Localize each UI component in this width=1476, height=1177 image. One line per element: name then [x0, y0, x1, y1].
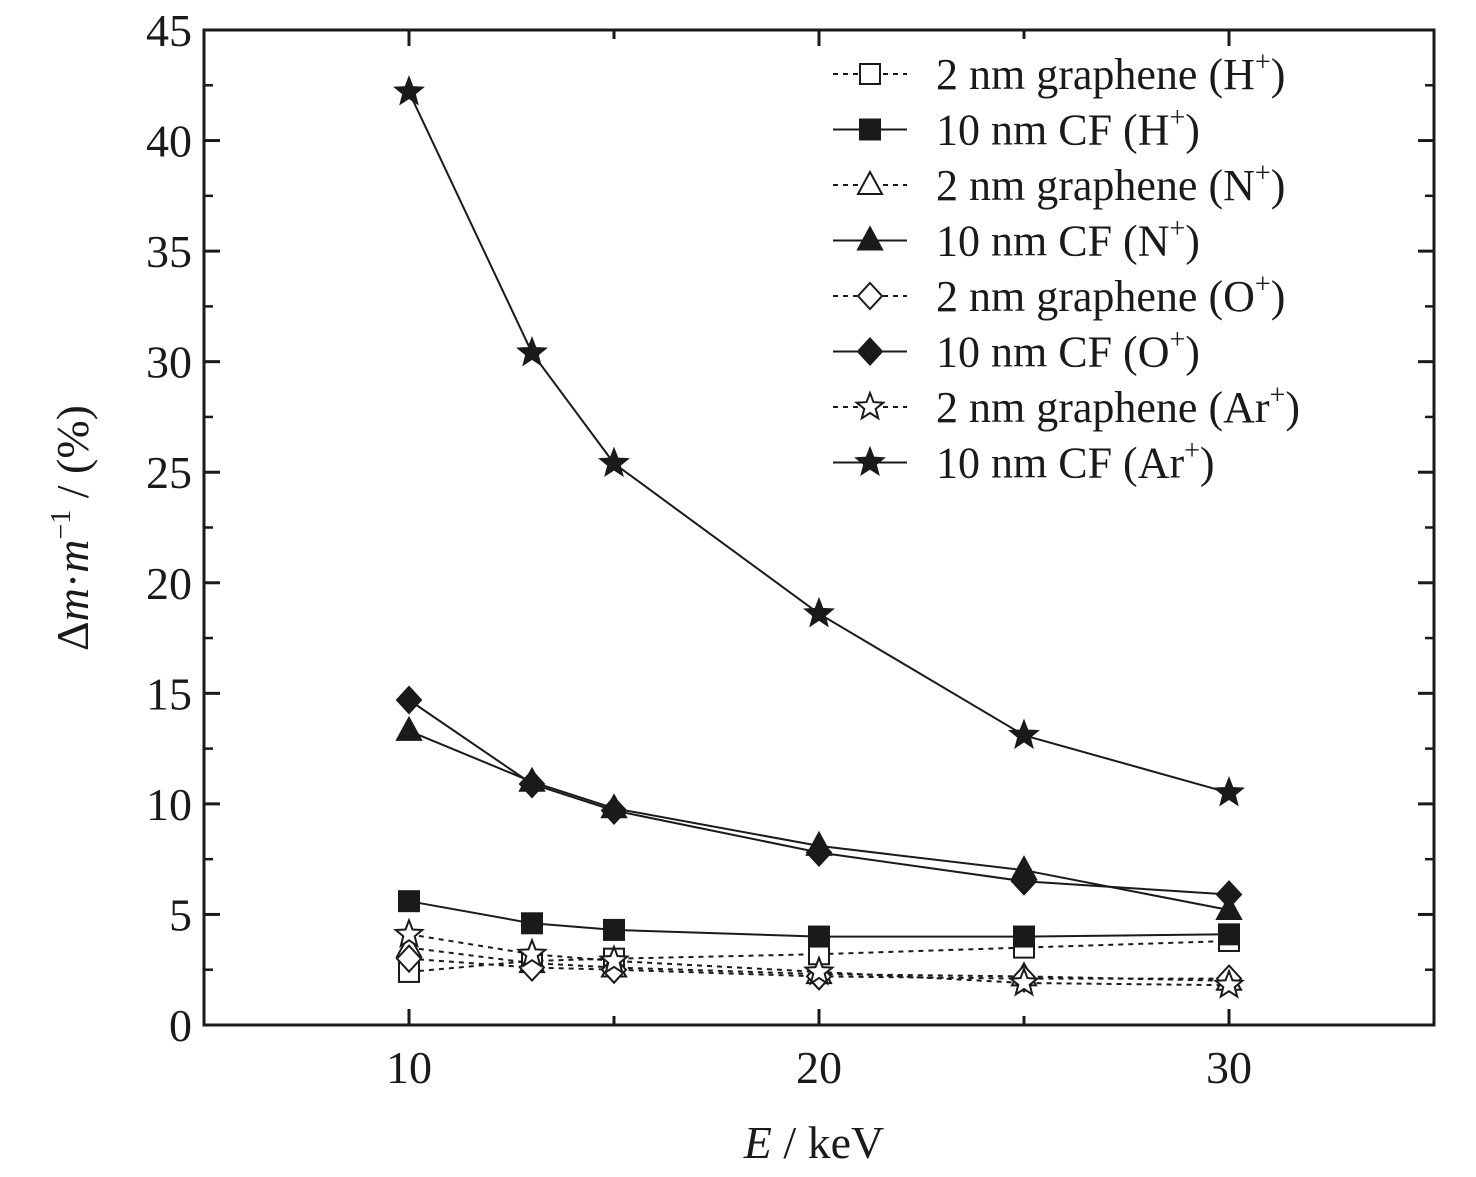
series-line	[408, 900, 1230, 938]
legend-item: 2 nm graphene (H+)	[833, 47, 1285, 99]
y-tick-label: 25	[146, 447, 192, 498]
legend-label: 2 nm graphene (N+)	[936, 158, 1285, 210]
data-point	[1008, 966, 1040, 997]
data-point	[393, 917, 425, 948]
legend-item: 2 nm graphene (N+)	[833, 158, 1285, 210]
legend-item: 2 nm graphene (O+)	[833, 269, 1285, 321]
legend-item: 10 nm CF (N+)	[833, 214, 1200, 266]
data-point	[1213, 968, 1245, 999]
data-point	[805, 838, 833, 868]
series-line	[408, 91, 1230, 794]
data-point	[521, 912, 543, 935]
data-point	[808, 925, 830, 948]
data-point	[395, 944, 423, 974]
legend-item: 10 nm CF (Ar+)	[833, 436, 1215, 488]
axis-ticks: 0 5 10 15 20 25 30 35 40 45 10 20 30	[146, 5, 1436, 1093]
data-point	[1010, 866, 1038, 896]
data-point	[1218, 923, 1240, 946]
legend: 2 nm graphene (H+)10 nm CF (H+)2 nm grap…	[833, 47, 1300, 488]
series-line	[408, 699, 1230, 896]
y-tick-label: 10	[146, 779, 192, 830]
data-point	[516, 335, 548, 367]
legend-label: 2 nm graphene (O+)	[936, 269, 1285, 321]
data-point	[1213, 775, 1245, 807]
legend-label: 2 nm graphene (Ar+)	[936, 380, 1300, 432]
series-1	[398, 890, 1240, 948]
y-tick-label: 0	[169, 1000, 192, 1051]
series-7	[393, 75, 1245, 807]
y-tick-label: 20	[146, 558, 192, 609]
data-point	[1008, 718, 1040, 749]
y-tick-label: 5	[169, 889, 192, 940]
legend-label: 10 nm CF (H+)	[936, 103, 1200, 155]
legend-label: 10 nm CF (N+)	[936, 214, 1200, 266]
data-point	[395, 685, 423, 715]
data-point	[518, 769, 546, 799]
legend-marker	[856, 225, 884, 251]
data-point	[598, 944, 630, 975]
data-point	[803, 596, 835, 628]
series-5	[395, 685, 1243, 910]
legend-marker	[856, 281, 884, 311]
data-point	[603, 918, 625, 941]
legend-item: 10 nm CF (H+)	[833, 103, 1200, 155]
series-3	[395, 715, 1243, 921]
data-point	[395, 715, 423, 741]
y-tick-label: 35	[146, 226, 192, 277]
legend-marker	[854, 445, 886, 477]
x-axis-title: E / keV	[743, 1117, 885, 1168]
legend-marker	[859, 63, 881, 85]
series-line	[408, 940, 1230, 973]
data-point	[393, 75, 425, 106]
series-line	[408, 729, 1230, 911]
series-line	[408, 933, 1230, 987]
y-tick-label: 45	[146, 5, 192, 56]
legend-marker	[856, 169, 884, 195]
data-point	[600, 796, 628, 825]
legend-label: 10 nm CF (O+)	[936, 325, 1200, 377]
data-point	[516, 937, 548, 968]
series-6	[393, 917, 1245, 999]
y-tick-label: 30	[146, 337, 192, 388]
series-layer	[393, 75, 1245, 999]
y-tick-label: 15	[146, 668, 192, 719]
data-point	[1013, 925, 1035, 948]
series-line	[408, 957, 1229, 980]
legend-marker	[856, 337, 884, 366]
data-point	[803, 955, 835, 986]
legend-item: 2 nm graphene (Ar+)	[833, 380, 1300, 432]
legend-item: 10 nm CF (O+)	[833, 325, 1200, 377]
series-line	[408, 946, 1230, 982]
data-point	[398, 890, 420, 913]
x-tick-label: 10	[386, 1042, 432, 1093]
legend-marker	[859, 118, 881, 141]
legend-label: 10 nm CF (Ar+)	[936, 436, 1215, 488]
y-tick-label: 40	[146, 116, 192, 167]
x-tick-label: 30	[1206, 1042, 1252, 1093]
legend-label: 2 nm graphene (H+)	[936, 47, 1285, 99]
legend-marker	[854, 390, 886, 421]
x-tick-label: 20	[796, 1042, 842, 1093]
data-point	[598, 446, 630, 477]
data-point	[1215, 880, 1243, 910]
y-axis-title: Δm·m−1 / (%)	[46, 405, 98, 651]
